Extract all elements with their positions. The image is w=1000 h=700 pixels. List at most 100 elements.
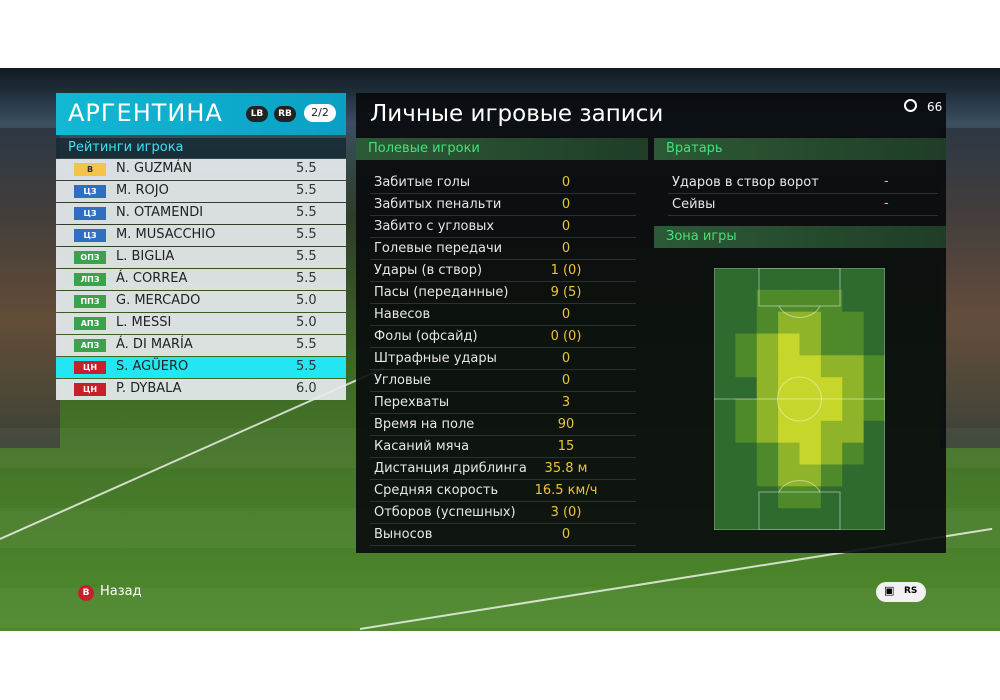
player-rating: 5.5 bbox=[296, 205, 317, 220]
player-row[interactable]: ОПЗ L. BIGLIA 5.5 bbox=[56, 247, 346, 268]
back-label: Назад bbox=[100, 584, 142, 599]
heatmap-cell bbox=[714, 486, 736, 509]
player-rating: 5.0 bbox=[296, 293, 317, 308]
corner-controls[interactable]: ▣ RS bbox=[876, 582, 926, 602]
position-badge: ЛПЗ bbox=[74, 273, 106, 286]
gk-stat-row: Сейвы - bbox=[668, 194, 938, 216]
player-row[interactable]: ЦН S. AGÜERO 5.5 bbox=[56, 357, 346, 378]
heatmap-cell bbox=[778, 289, 800, 313]
heatmap-cell bbox=[799, 311, 822, 334]
heatmap-cell bbox=[820, 486, 843, 509]
stat-row: Выносов 0 bbox=[370, 524, 636, 546]
clock-icon bbox=[904, 99, 917, 112]
heatmap-cell bbox=[863, 377, 886, 400]
player-name: N. OTAMENDI bbox=[116, 205, 204, 220]
player-rating: 6.0 bbox=[296, 381, 317, 396]
player-row[interactable]: ЦЗ N. OTAMENDI 5.5 bbox=[56, 203, 346, 224]
stat-row: Отборов (успешных) 3 (0) bbox=[370, 502, 636, 524]
position-badge: В bbox=[74, 163, 106, 176]
heatmap-cell bbox=[799, 399, 822, 422]
heatmap-cell bbox=[778, 420, 800, 444]
field-players-header: Полевые игроки bbox=[356, 138, 648, 160]
heatmap-cell bbox=[799, 486, 822, 509]
heatmap-cell bbox=[863, 289, 886, 313]
stat-row: Дистанция дриблинга 35.8 м bbox=[370, 458, 636, 480]
heatmap-cell bbox=[735, 508, 758, 531]
player-rating: 5.5 bbox=[296, 227, 317, 242]
player-row[interactable]: ЛПЗ Á. CORREA 5.5 bbox=[56, 269, 346, 290]
player-row[interactable]: В N. GUZMÁN 5.5 bbox=[56, 159, 346, 180]
heatmap-cell bbox=[735, 399, 758, 422]
player-rating: 5.5 bbox=[296, 161, 317, 176]
player-row[interactable]: АПЗ L. MESSI 5.0 bbox=[56, 313, 346, 334]
stat-row: Время на поле 90 bbox=[370, 414, 636, 436]
stat-label: Навесов bbox=[374, 307, 431, 322]
heatmap-cell bbox=[778, 268, 800, 291]
heatmap-cell bbox=[756, 268, 779, 291]
heatmap-cell bbox=[714, 311, 736, 334]
back-button[interactable]: B Назад bbox=[78, 584, 142, 601]
field-stats-list: Забитые голы 0 Забитых пенальти 0 Забито с у… bbox=[370, 172, 636, 546]
player-row[interactable]: ЦЗ M. MUSACCHIO 5.5 bbox=[56, 225, 346, 246]
page-title: Личные игровые записи bbox=[370, 101, 664, 127]
stat-label: Удары (в створ) bbox=[374, 263, 483, 278]
player-rating: 5.5 bbox=[296, 271, 317, 286]
player-rating: 5.5 bbox=[296, 337, 317, 352]
rs-icon[interactable]: RS bbox=[904, 586, 918, 596]
heatmap-cell bbox=[714, 355, 736, 378]
heatmap-cell bbox=[863, 508, 886, 531]
player-name: N. GUZMÁN bbox=[116, 161, 193, 176]
heatmap-cell bbox=[820, 333, 843, 356]
stat-row: Перехваты 3 bbox=[370, 392, 636, 414]
heatmap-cell bbox=[842, 420, 865, 444]
heatmap-cell bbox=[756, 486, 779, 509]
stat-label: Фолы (офсайд) bbox=[374, 329, 478, 344]
gk-stat-label: Ударов в створ ворот bbox=[672, 175, 819, 190]
stat-value: 90 bbox=[557, 417, 575, 432]
stat-row: Забито с угловых 0 bbox=[370, 216, 636, 238]
player-row[interactable]: ЦЗ M. ROJO 5.5 bbox=[56, 181, 346, 202]
heatmap-cell bbox=[756, 289, 779, 313]
heatmap-cell bbox=[778, 311, 800, 334]
position-badge: ЦЗ bbox=[74, 229, 106, 242]
heatmap-cell bbox=[756, 464, 779, 487]
stat-row: Касаний мяча 15 bbox=[370, 436, 636, 458]
heatmap-cell bbox=[863, 399, 886, 422]
stat-value: 3 bbox=[561, 395, 571, 410]
stat-value: 3 (0) bbox=[550, 505, 582, 520]
heatmap-cell bbox=[756, 420, 779, 444]
heatmap-cell bbox=[799, 377, 822, 400]
stat-row: Забитые голы 0 bbox=[370, 172, 636, 194]
heatmap-cell bbox=[799, 355, 822, 378]
heatmap-cell bbox=[714, 268, 736, 291]
stat-value: 1 (0) bbox=[550, 263, 582, 278]
heatmap-cell bbox=[820, 377, 843, 400]
heatmap-cell bbox=[842, 464, 865, 487]
team-name: АРГЕНТИНА bbox=[68, 99, 223, 127]
heatmap-cell bbox=[714, 420, 736, 444]
position-badge: ЦН bbox=[74, 383, 106, 396]
player-row[interactable]: ЦН P. DYBALA 6.0 bbox=[56, 379, 346, 400]
stat-row: Пасы (переданные) 9 (5) bbox=[370, 282, 636, 304]
stat-label: Забитых пенальти bbox=[374, 197, 502, 212]
stat-label: Отборов (успешных) bbox=[374, 505, 516, 520]
stat-row: Фолы (офсайд) 0 (0) bbox=[370, 326, 636, 348]
player-row[interactable]: ППЗ G. MERCADO 5.0 bbox=[56, 291, 346, 312]
heatmap-cell bbox=[735, 268, 758, 291]
stat-label: Забито с угловых bbox=[374, 219, 495, 234]
heatmap-cell bbox=[799, 508, 822, 531]
heatmap-cell bbox=[735, 442, 758, 465]
heatmap-cell bbox=[735, 289, 758, 313]
chat-icon[interactable]: ▣ bbox=[884, 584, 895, 597]
player-row[interactable]: АПЗ Á. DI MARÍA 5.5 bbox=[56, 335, 346, 356]
heatmap-cell bbox=[714, 464, 736, 487]
heatmap-cell bbox=[735, 464, 758, 487]
position-badge: ЦЗ bbox=[74, 207, 106, 220]
stat-row: Штрафные удары 0 bbox=[370, 348, 636, 370]
lb-button-icon[interactable]: LB bbox=[246, 106, 268, 122]
heatmap-cell bbox=[756, 442, 779, 465]
heatmap-cell bbox=[842, 377, 865, 400]
stat-row: Навесов 0 bbox=[370, 304, 636, 326]
rb-button-icon[interactable]: RB bbox=[274, 106, 296, 122]
stat-row: Средняя скорость 16.5 км/ч bbox=[370, 480, 636, 502]
